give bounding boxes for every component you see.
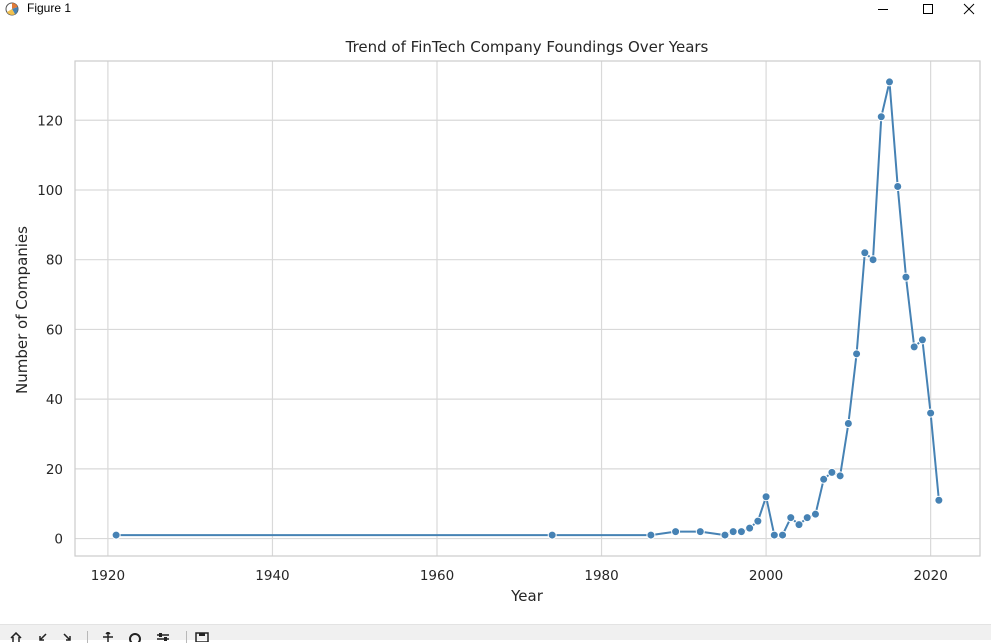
data-point: [802, 513, 812, 523]
x-tick-label: 1980: [584, 568, 618, 584]
zoom-icon: [129, 633, 141, 642]
data-point: [671, 527, 681, 537]
data-point: [868, 255, 878, 265]
y-tick-label: 20: [46, 462, 63, 478]
data-point: [778, 530, 788, 540]
configure-subplots-icon: [157, 633, 169, 641]
y-tick-label: 120: [37, 113, 63, 129]
y-axis-ticks: 0 20 40 60 80 100 120: [37, 113, 63, 547]
back-button[interactable]: [36, 632, 48, 642]
toolbar-separator: [87, 631, 88, 643]
data-point: [761, 492, 771, 502]
data-point: [901, 272, 911, 282]
data-point: [736, 527, 746, 537]
back-icon: [39, 633, 47, 641]
data-point: [810, 509, 820, 519]
x-tick-label: 1940: [255, 568, 289, 584]
data-point: [909, 342, 919, 352]
data-point: [934, 495, 944, 505]
matplotlib-figure-icon: [4, 1, 20, 16]
save-button[interactable]: [195, 632, 209, 642]
home-button[interactable]: [10, 632, 22, 642]
y-axis-label: Number of Companies: [13, 226, 31, 394]
data-point: [876, 112, 886, 122]
data-point: [745, 523, 755, 533]
data-point: [547, 530, 557, 540]
configure-subplots-button[interactable]: [156, 632, 170, 642]
data-point: [852, 349, 862, 359]
x-tick-label: 2020: [913, 568, 947, 584]
data-point: [917, 335, 927, 345]
data-point: [926, 408, 936, 418]
pan-button[interactable]: [102, 632, 114, 642]
x-tick-label: 1960: [420, 568, 454, 584]
data-point: [827, 467, 837, 477]
navigation-toolbar: [0, 624, 991, 643]
x-axis-label: Year: [510, 587, 544, 605]
data-point: [843, 419, 853, 429]
y-tick-label: 100: [37, 183, 63, 199]
minimize-icon: [877, 3, 889, 15]
line-chart: 1920 1940 1960 1980 2000 2020 0 20 40 60 80 100 120…: [13, 38, 981, 605]
minimize-button[interactable]: [861, 0, 905, 17]
series-layer: [111, 77, 944, 540]
data-point: [860, 248, 870, 258]
data-point: [835, 471, 845, 481]
data-point: [893, 181, 903, 191]
y-tick-label: 0: [54, 532, 63, 548]
data-point: [769, 530, 779, 540]
data-point: [786, 513, 796, 523]
data-point: [885, 77, 894, 87]
data-point: [728, 527, 738, 537]
forward-icon: [63, 633, 71, 641]
close-button[interactable]: [947, 0, 991, 17]
data-point: [819, 474, 829, 484]
toolbar-separator: [186, 631, 187, 643]
y-tick-label: 40: [46, 392, 63, 408]
data-point: [695, 527, 705, 537]
x-tick-label: 2000: [749, 568, 783, 584]
maximize-icon: [922, 3, 934, 15]
y-tick-label: 60: [46, 322, 63, 338]
data-point: [720, 530, 730, 540]
window-title: Figure 1: [27, 1, 72, 15]
maximize-button[interactable]: [906, 0, 950, 17]
chart-title: Trend of FinTech Company Foundings Over …: [345, 38, 709, 56]
save-icon: [195, 632, 209, 642]
plot-frame: [74, 60, 981, 557]
zoom-button[interactable]: [128, 632, 142, 642]
plot-area: [75, 61, 980, 556]
x-axis-ticks: 1920 1940 1960 1980 2000 2020: [91, 568, 948, 584]
data-point: [646, 530, 656, 540]
pan-icon: [103, 632, 113, 642]
close-icon: [963, 3, 975, 15]
x-tick-label: 1920: [91, 568, 125, 584]
window-titlebar: Figure 1: [0, 0, 991, 17]
home-icon: [10, 632, 22, 642]
forward-button[interactable]: [62, 632, 74, 642]
data-point: [794, 520, 804, 530]
y-tick-label: 80: [46, 253, 63, 269]
data-point: [753, 516, 763, 526]
data-point: [111, 530, 121, 540]
